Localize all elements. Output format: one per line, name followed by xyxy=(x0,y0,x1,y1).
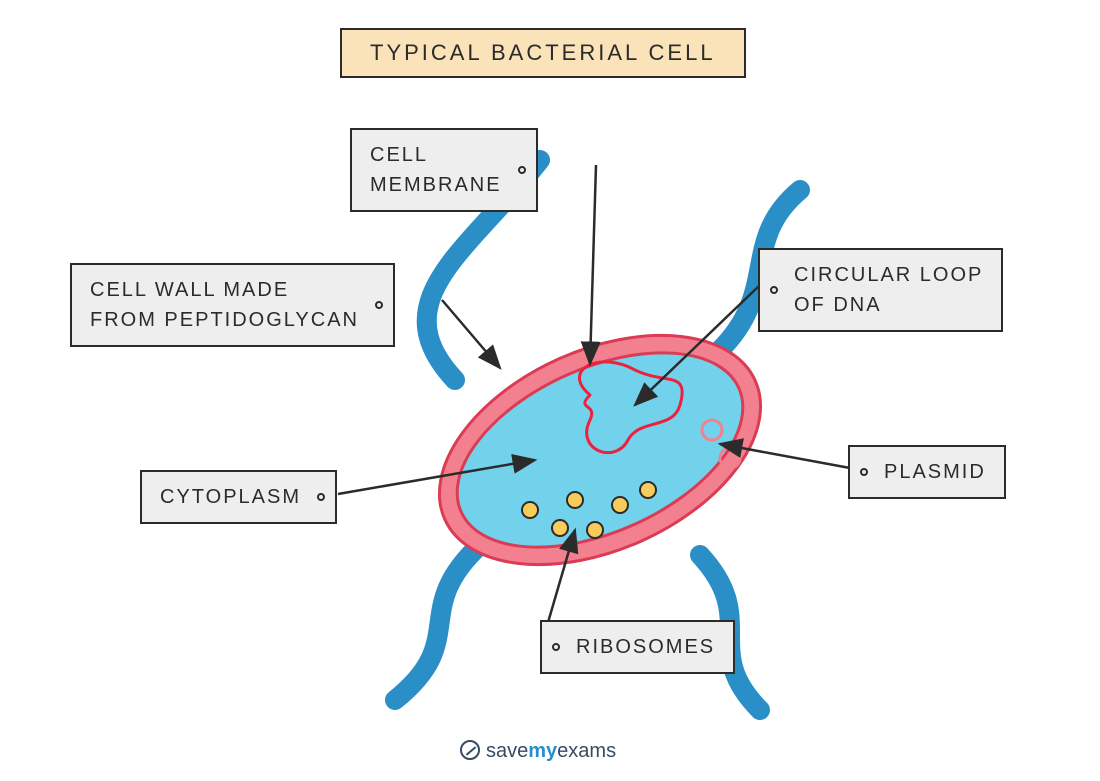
diagram-title: TYPICAL BACTERIAL CELL xyxy=(340,28,746,78)
label-cell-membrane: CELL MEMBRANE xyxy=(350,128,538,212)
ribosome xyxy=(587,522,603,538)
label-cell-membrane-line: CELL xyxy=(370,144,428,166)
label-hole-icon xyxy=(770,286,778,294)
ribosome xyxy=(522,502,538,518)
label-plasmid: PLASMID xyxy=(848,445,1006,499)
cell-group xyxy=(404,290,796,611)
label-dna-loop-line: OF DNA xyxy=(794,294,882,316)
watermark-my: my xyxy=(528,740,557,762)
watermark: savemyexams xyxy=(460,740,616,763)
diagram-title-text: TYPICAL BACTERIAL CELL xyxy=(370,40,716,65)
dna-loop xyxy=(579,362,682,453)
flagellum xyxy=(395,545,480,700)
pointer-cytoplasm xyxy=(338,460,535,494)
ribosome xyxy=(640,482,656,498)
label-plasmid-line: PLASMID xyxy=(884,461,986,483)
label-hole-icon xyxy=(518,166,526,174)
label-hole-icon xyxy=(860,468,868,476)
pointer-dna-loop xyxy=(635,285,760,405)
label-hole-icon xyxy=(317,493,325,501)
watermark-save: save xyxy=(486,740,528,762)
diagram-canvas: TYPICAL BACTERIAL CELL CELL MEMBRANE CELL … xyxy=(0,0,1100,781)
label-cell-membrane-line: MEMBRANE xyxy=(370,174,502,196)
pointer-cell-membrane xyxy=(590,165,596,364)
plasmid xyxy=(702,420,722,440)
ribosome xyxy=(552,520,568,536)
label-ribosomes-line: RIBOSOMES xyxy=(576,636,715,658)
cell-wall xyxy=(404,290,796,611)
label-ribosomes: RIBOSOMES xyxy=(540,620,735,674)
label-hole-icon xyxy=(552,643,560,651)
pointer-cell-wall xyxy=(442,300,500,368)
label-cell-wall: CELL WALL MADE FROM PEPTIDOGLYCAN xyxy=(70,263,395,347)
label-cytoplasm-line: CYTOPLASM xyxy=(160,486,301,508)
label-cell-wall-line: CELL WALL MADE xyxy=(90,279,289,301)
watermark-exams: exams xyxy=(557,740,616,762)
cytoplasm-shape xyxy=(428,313,772,586)
label-cytoplasm: CYTOPLASM xyxy=(140,470,337,524)
pointer-plasmid xyxy=(720,444,850,468)
watermark-logo-icon xyxy=(460,740,480,760)
plasmid xyxy=(720,448,740,468)
ribosome xyxy=(567,492,583,508)
label-cell-wall-line: FROM PEPTIDOGLYCAN xyxy=(90,309,359,331)
label-dna-loop-line: CIRCULAR LOOP xyxy=(794,264,983,286)
label-hole-icon xyxy=(375,301,383,309)
ribosome xyxy=(612,497,628,513)
label-dna-loop: CIRCULAR LOOP OF DNA xyxy=(758,248,1003,332)
